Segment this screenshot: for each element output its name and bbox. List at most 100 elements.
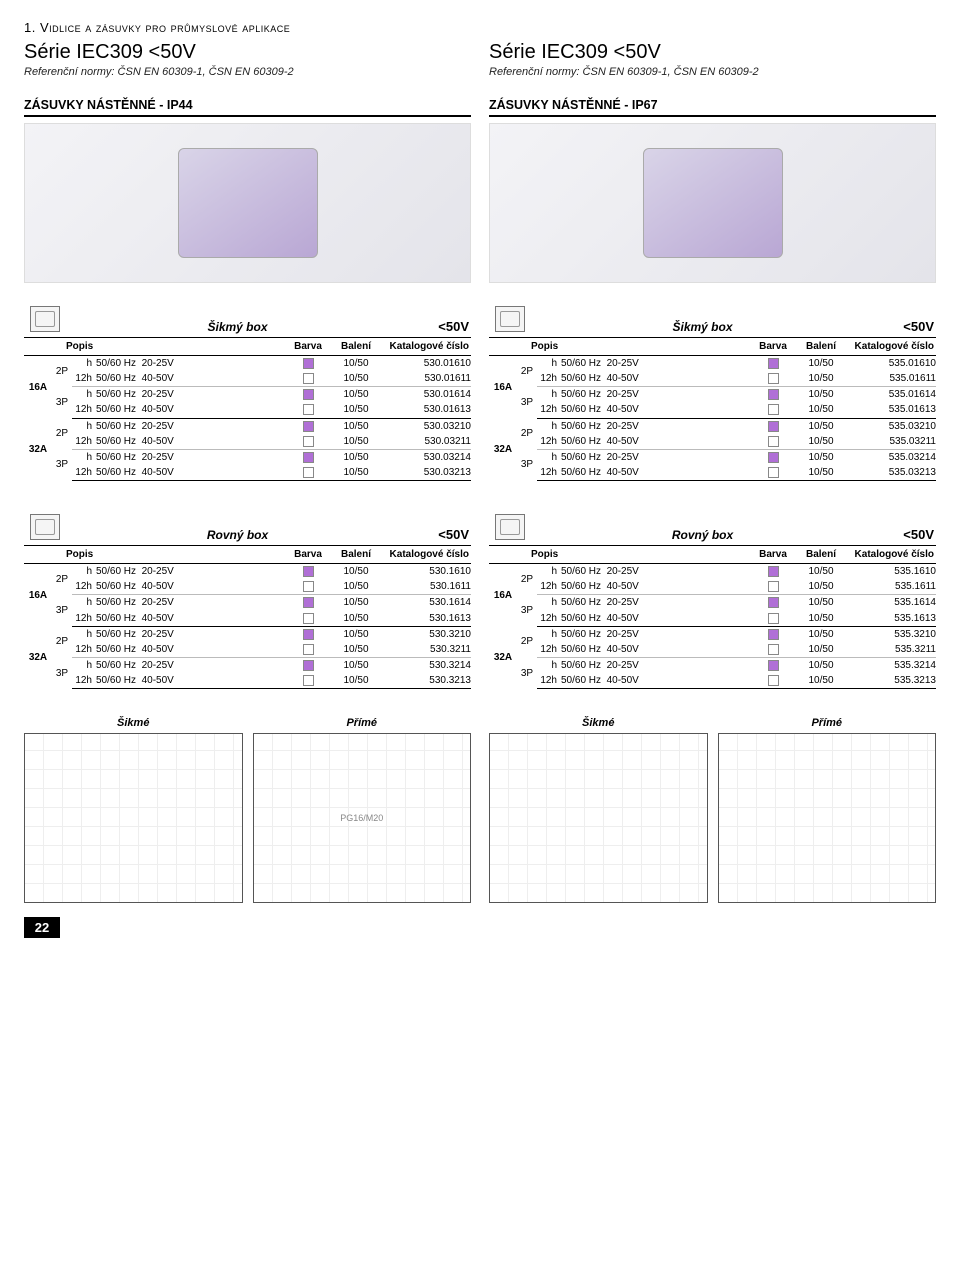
cell-barva — [285, 579, 331, 595]
tech-drawing: PG16/M20 — [253, 733, 472, 903]
voltage-label: <50V — [409, 527, 471, 545]
series-title-left: Série IEC309 <50V — [24, 41, 471, 64]
cell-popis: 12h50/60 Hz 40-50V — [537, 434, 750, 450]
ref-norms-left: Referenční normy: ČSN EN 60309-1, ČSN EN… — [24, 66, 471, 78]
cell-baleni: 10/50 — [796, 371, 846, 387]
cell-kat: 530.01611 — [381, 371, 471, 387]
cell-popis: 12h50/60 Hz 40-50V — [72, 434, 285, 450]
table-title: Rovný box — [66, 528, 409, 545]
col-barva: Barva — [750, 341, 796, 352]
cell-barva — [750, 465, 796, 481]
cell-barva — [750, 371, 796, 387]
cell-baleni: 10/50 — [331, 657, 381, 673]
cell-barva — [750, 579, 796, 595]
cell-popis: h50/60 Hz 20-25V — [72, 356, 285, 371]
table-sikmy-ip67: Šikmý box<50VPopisBarvaBaleníKatalogové … — [489, 301, 936, 481]
cell-popis: h50/60 Hz 20-25V — [72, 626, 285, 642]
col-baleni: Balení — [796, 549, 846, 560]
cell-baleni: 10/50 — [796, 434, 846, 450]
cell-popis: h50/60 Hz 20-25V — [537, 387, 750, 403]
table-rovny-ip44: Rovný box<50VPopisBarvaBaleníKatalogové … — [24, 509, 471, 689]
table-row: 32A2Ph50/60 Hz 20-25V10/50530.3210 — [24, 626, 471, 642]
diag-title-sikme: Šikmé — [24, 717, 243, 729]
cell-popis: 12h50/60 Hz 40-50V — [72, 611, 285, 627]
cell-barva — [285, 465, 331, 481]
cell-kat: 530.3211 — [381, 642, 471, 658]
table-icon — [489, 509, 531, 545]
cell-popis: h50/60 Hz 20-25V — [72, 595, 285, 611]
cell-kat: 535.1614 — [846, 595, 936, 611]
cell-pole: 2P — [517, 418, 537, 449]
cell-kat: 535.01611 — [846, 371, 936, 387]
cell-popis: h50/60 Hz 20-25V — [537, 449, 750, 465]
subhead-left: ZÁSUVKY NÁSTĚNNÉ - IP44 — [24, 98, 471, 117]
table-row: 12h50/60 Hz 40-50V10/50535.1613 — [489, 611, 936, 627]
table-row: 32A2Ph50/60 Hz 20-25V10/50535.3210 — [489, 626, 936, 642]
cell-kat: 530.01613 — [381, 402, 471, 418]
cell-kat: 535.1610 — [846, 564, 936, 579]
cell-baleni: 10/50 — [331, 402, 381, 418]
cell-kat: 530.1614 — [381, 595, 471, 611]
cell-kat: 530.3210 — [381, 626, 471, 642]
cell-barva — [285, 356, 331, 371]
cell-amp: 16A — [489, 356, 517, 418]
voltage-label: <50V — [874, 319, 936, 337]
cell-kat: 535.03213 — [846, 465, 936, 481]
cell-barva — [750, 673, 796, 689]
cell-amp: 32A — [489, 626, 517, 689]
cell-baleni: 10/50 — [796, 564, 846, 579]
table-row: 12h50/60 Hz 40-50V 10/50535.03211 — [489, 434, 936, 450]
ref-norms-right: Referenční normy: ČSN EN 60309-1, ČSN EN… — [489, 66, 936, 78]
cell-popis: 12h50/60 Hz 40-50V — [537, 673, 750, 689]
cell-barva — [750, 595, 796, 611]
table-title: Šikmý box — [66, 320, 409, 337]
cell-kat: 535.3211 — [846, 642, 936, 658]
table-row: 32A2Ph50/60 Hz 20-25V10/50530.03210 — [24, 418, 471, 434]
cell-kat: 535.01614 — [846, 387, 936, 403]
col-kat: Katalogové číslo — [846, 341, 936, 352]
cell-pole: 3P — [517, 657, 537, 688]
cell-baleni: 10/50 — [796, 595, 846, 611]
cell-baleni: 10/50 — [331, 465, 381, 481]
cell-kat: 535.03211 — [846, 434, 936, 450]
series-block-left: Série IEC309 <50V Referenční normy: ČSN … — [24, 41, 471, 88]
table-row: 12h50/60 Hz 40-50V10/50535.01613 — [489, 402, 936, 418]
table-row: 12h50/60 Hz 40-50V10/50535.03213 — [489, 465, 936, 481]
table-row: 3Ph50/60 Hz 20-25V10/50535.3214 — [489, 657, 936, 673]
cell-popis: 12h50/60 Hz 40-50V — [72, 465, 285, 481]
cell-popis: 12h50/60 Hz 40-50V — [72, 673, 285, 689]
table-row: 3Ph50/60 Hz 20-25V10/50535.01614 — [489, 387, 936, 403]
cell-baleni: 10/50 — [796, 626, 846, 642]
cell-baleni: 10/50 — [331, 673, 381, 689]
cell-popis: h50/60 Hz 20-25V — [72, 657, 285, 673]
table-row: 16A2Ph50/60 Hz 20-25V10/50535.1610 — [489, 564, 936, 579]
cell-baleni: 10/50 — [796, 642, 846, 658]
cell-barva — [285, 642, 331, 658]
cell-baleni: 10/50 — [796, 402, 846, 418]
table-row: 12h50/60 Hz 40-50V10/50530.3211 — [24, 642, 471, 658]
table-row: 12h50/60 Hz 40-50V10/50530.1613 — [24, 611, 471, 627]
voltage-label: <50V — [409, 319, 471, 337]
cell-baleni: 10/50 — [796, 673, 846, 689]
tech-drawing — [489, 733, 708, 903]
pg-label: PG16/M20 — [340, 813, 383, 823]
cell-kat: 535.3210 — [846, 626, 936, 642]
cell-barva — [285, 657, 331, 673]
cell-barva — [750, 626, 796, 642]
cell-barva — [285, 402, 331, 418]
col-popis: Popis — [531, 549, 750, 560]
cell-kat: 535.03214 — [846, 449, 936, 465]
cell-barva — [750, 611, 796, 627]
table-row: 12h50/60 Hz 40-50V10/50530.01613 — [24, 402, 471, 418]
cell-baleni: 10/50 — [331, 595, 381, 611]
cell-barva — [285, 564, 331, 579]
col-baleni: Balení — [796, 341, 846, 352]
cell-popis: h50/60 Hz 20-25V — [72, 418, 285, 434]
cell-popis: 12h50/60 Hz 40-50V — [537, 402, 750, 418]
cell-barva — [750, 434, 796, 450]
cell-popis: 12h50/60 Hz 40-50V — [537, 579, 750, 595]
cell-pole: 3P — [52, 657, 72, 688]
col-popis: Popis — [66, 549, 285, 560]
cell-kat: 530.03211 — [381, 434, 471, 450]
cell-barva — [285, 418, 331, 434]
